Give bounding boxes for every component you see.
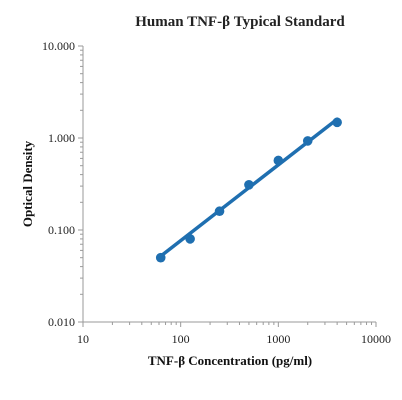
chart-title: Human TNF-β Typical Standard bbox=[135, 14, 345, 30]
data-point bbox=[302, 136, 313, 146]
y-axis-label: Optical Density bbox=[20, 140, 35, 227]
y-tick-label: 10.000 bbox=[42, 39, 75, 53]
x-tick-label: 10000 bbox=[361, 332, 391, 346]
data-point bbox=[185, 234, 195, 244]
data-point bbox=[244, 179, 254, 190]
x-tick-label: 10 bbox=[77, 332, 89, 346]
data-point bbox=[332, 117, 342, 128]
axes bbox=[82, 46, 376, 323]
y-tick-label: 0.010 bbox=[48, 315, 75, 329]
data-point bbox=[273, 155, 284, 166]
y-tick-label: 0.100 bbox=[48, 223, 75, 237]
data-point bbox=[155, 252, 166, 263]
x-tick-label: 100 bbox=[172, 332, 190, 346]
data-point bbox=[214, 206, 225, 217]
data-marks bbox=[155, 117, 342, 263]
x-axis-label: TNF-β Concentration (pg/ml) bbox=[148, 353, 312, 368]
x-tick-label: 1000 bbox=[266, 332, 290, 346]
y-tick-label: 1.000 bbox=[48, 131, 75, 145]
ticks: 10 100 1000 10000 0.010 0.100 1.000 10.000 bbox=[42, 39, 391, 346]
